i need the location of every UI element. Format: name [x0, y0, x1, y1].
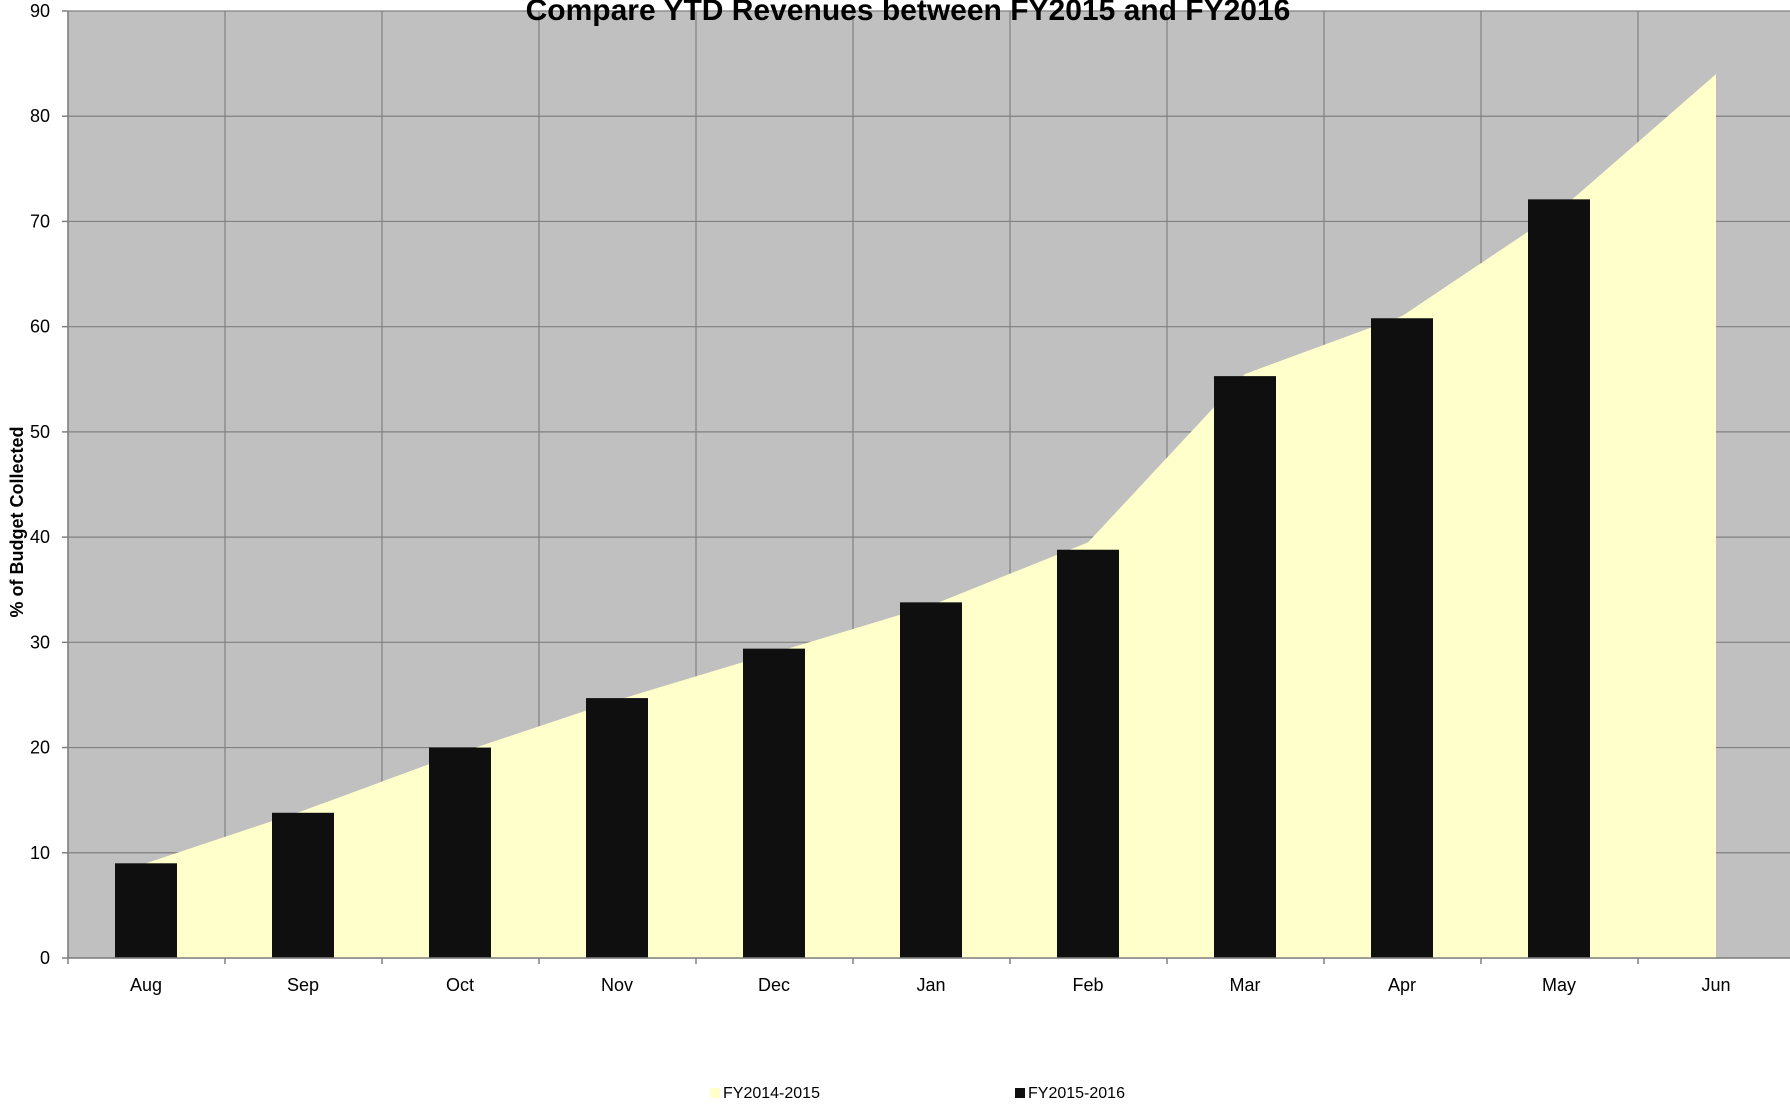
bar-aug [115, 863, 177, 958]
x-tick-label-mar: Mar [1230, 975, 1261, 995]
y-tick-label: 60 [30, 317, 50, 337]
y-tick-label: 20 [30, 738, 50, 758]
legend-swatch-fy2015-2016 [1015, 1088, 1025, 1098]
x-tick-label-jun: Jun [1701, 975, 1730, 995]
bar-feb [1057, 549, 1119, 958]
x-tick-label-nov: Nov [601, 975, 633, 995]
bar-may [1528, 199, 1590, 958]
x-tick-label-dec: Dec [758, 975, 790, 995]
x-tick-labels: Aug Sep Oct Nov Dec Jan Feb Mar Apr May Jun [130, 975, 1731, 995]
legend-label-fy2015-2016: FY2015-2016 [1028, 1085, 1125, 1102]
y-tick-label: 10 [30, 843, 50, 863]
bar-series-fy2015-2016 [115, 199, 1590, 959]
y-tick-label: 30 [30, 632, 50, 652]
legend-swatch-fy2014-2015 [710, 1088, 720, 1098]
y-tick-label: 90 [30, 1, 50, 21]
x-tick-label-may: May [1542, 975, 1576, 995]
bar-apr [1371, 318, 1433, 958]
bar-sep [272, 812, 334, 958]
y-tick-label: 40 [30, 527, 50, 547]
bar-mar [1214, 376, 1276, 959]
x-tick-label-jan: Jan [916, 975, 945, 995]
x-tick-label-aug: Aug [130, 975, 162, 995]
chart-title: Compare YTD Revenues between FY2015 and … [526, 0, 1291, 27]
y-axis-label: % of Budget Collected [7, 426, 27, 617]
bar-jan [900, 602, 962, 958]
bar-nov [586, 698, 648, 958]
bar-dec [743, 648, 805, 958]
y-tick-label: 80 [30, 106, 50, 126]
x-tick-label-apr: Apr [1388, 975, 1416, 995]
x-tick-label-oct: Oct [446, 975, 474, 995]
legend-label-fy2014-2015: FY2014-2015 [723, 1085, 820, 1102]
y-tick-labels: 0 10 20 30 40 50 60 70 80 90 [30, 1, 50, 968]
x-tick-label-feb: Feb [1072, 975, 1103, 995]
bar-oct [429, 747, 491, 958]
y-tick-label: 0 [40, 948, 50, 968]
area-series-fy2014-2015 [146, 74, 1716, 959]
y-tick-label: 50 [30, 422, 50, 442]
legend: FY2014-2015 FY2015-2016 [710, 1085, 1125, 1102]
x-tick-label-sep: Sep [287, 975, 319, 995]
axes [62, 10, 1790, 964]
y-tick-label: 70 [30, 211, 50, 231]
